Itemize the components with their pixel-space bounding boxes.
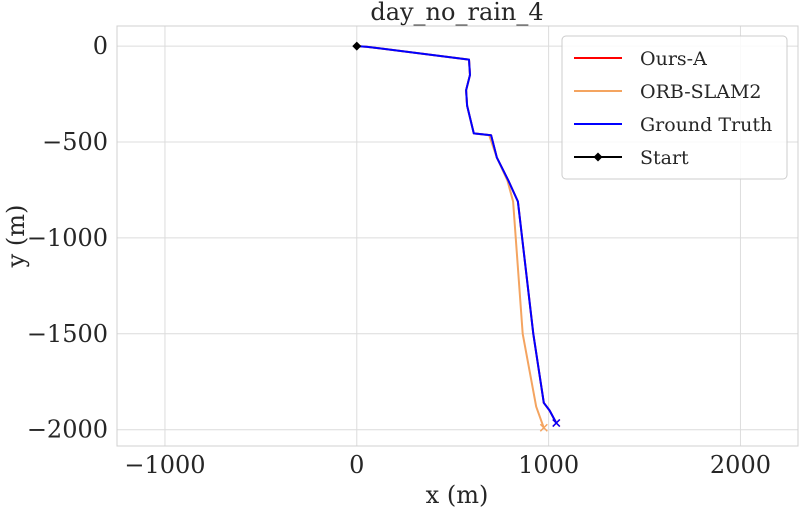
legend-label-start: Start [640, 147, 689, 169]
y-axis-label: y (m) [2, 205, 30, 269]
axis-ticks: −1000 0 1000 2000 0 −500 −1000 −1500 −2000 [27, 32, 771, 479]
start-marker [352, 41, 362, 51]
series-line-ground-truth [356, 45, 558, 424]
y-tick-label: −2000 [27, 416, 108, 444]
x-axis-label: x (m) [426, 481, 489, 509]
x-tick-label: −1000 [124, 451, 205, 479]
series-lines [356, 45, 558, 429]
legend: Ours-A ORB-SLAM2 Ground Truth Start [561, 35, 788, 180]
end-marker-ground-truth [552, 418, 561, 428]
legend-label-ours-a: Ours-A [640, 48, 707, 70]
legend-label-ground-truth: Ground Truth [640, 114, 772, 136]
legend-label-orb-slam2: ORB-SLAM2 [640, 81, 762, 103]
x-tick-label: 0 [349, 451, 364, 479]
chart-title: day_no_rain_4 [370, 0, 543, 26]
legend-box [561, 35, 788, 180]
y-tick-label: −500 [42, 128, 108, 156]
x-tick-label: 1000 [518, 451, 579, 479]
endpoint-markers [352, 41, 561, 432]
legend-start-marker [593, 152, 603, 162]
y-tick-label: −1500 [27, 320, 108, 348]
y-tick-label: −1000 [27, 224, 108, 252]
end-marker-orb-slam2 [539, 423, 548, 432]
x-tick-label: 2000 [710, 451, 771, 479]
y-tick-label: 0 [93, 32, 108, 60]
plot-frame [116, 25, 799, 447]
